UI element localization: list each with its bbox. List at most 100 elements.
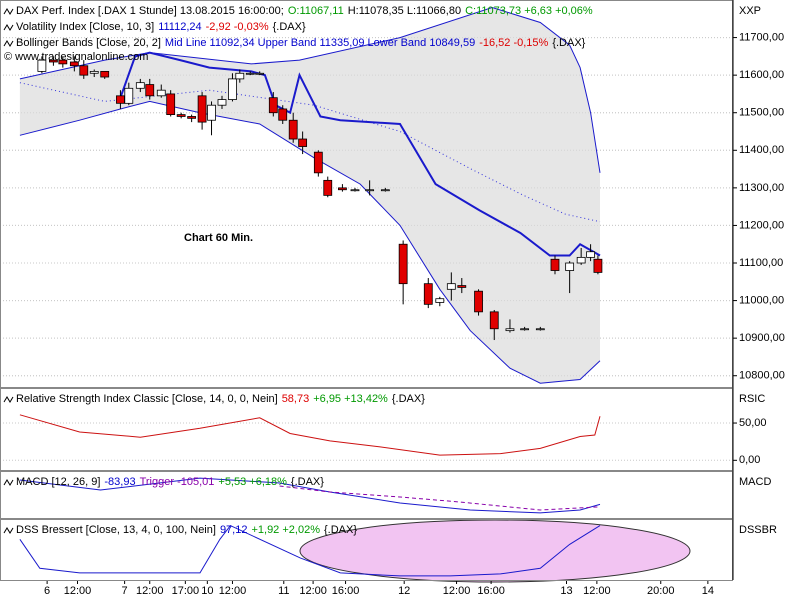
x-tick-label: 16:00 <box>477 585 505 597</box>
panel-header: DSS Bressert [Close, 13, 4, 0, 100, Nein… <box>16 524 357 536</box>
y-tick-label: 11300,00 <box>739 182 784 194</box>
header-part: -83,93 <box>104 476 135 488</box>
indicator-line <box>279 485 601 511</box>
candle-body <box>89 70 99 74</box>
candle-body <box>217 99 227 106</box>
header-icon <box>3 479 14 486</box>
header-icon <box>3 527 14 534</box>
candle-body <box>58 59 68 65</box>
candle-body <box>380 189 390 192</box>
y-tick-label: 11000,00 <box>739 294 784 306</box>
candle-body <box>156 89 166 97</box>
header-part: -16,52 -0,15% <box>479 37 548 49</box>
x-tick-label: 12 <box>398 585 410 597</box>
candle-body <box>457 285 467 288</box>
x-tick-label: 12:00 <box>219 585 247 597</box>
candle-body <box>49 59 58 63</box>
candle-body <box>586 251 595 258</box>
header-part: Trigger -105,01 <box>140 476 215 488</box>
header-part: Bollinger Bands [Close, 20, 2] <box>16 37 161 49</box>
x-tick-label: 10 <box>201 585 213 597</box>
header-icon <box>3 8 14 15</box>
candle-body <box>435 298 445 303</box>
header-part: 97,12 <box>220 524 248 536</box>
y-tick-label: 11200,00 <box>739 219 784 231</box>
candle-body <box>69 61 79 67</box>
candle-body <box>135 82 145 89</box>
header-part: 58,73 <box>282 393 310 405</box>
candle-body <box>197 95 207 123</box>
candle-body <box>576 256 586 264</box>
candle-body <box>565 262 575 271</box>
candle-body <box>207 104 216 121</box>
panel-header: DAX Perf. Index [.DAX 1 Stunde] 13.08.20… <box>16 5 593 17</box>
candle-body <box>593 258 603 273</box>
header-icon <box>3 396 14 403</box>
header-part: O:11067,11 <box>288 5 344 17</box>
x-tick-label: 7 <box>122 585 128 597</box>
x-tick-label: 6 <box>44 585 50 597</box>
candle-body <box>100 70 110 78</box>
header-part: +5,53 +6,18% <box>218 476 287 488</box>
y-tick-label: 11600,00 <box>739 69 784 81</box>
header-part: H:11078,35 L:11066,80 <box>348 5 461 17</box>
axis-code: DSSBR <box>739 524 777 536</box>
x-tick-label: 17:00 <box>172 585 200 597</box>
candle-body <box>520 328 530 331</box>
header-part: Volatility Index [Close, 10, 3] <box>16 21 154 33</box>
indicator-line <box>19 524 601 577</box>
header-icon <box>3 24 14 31</box>
candle-body <box>505 328 515 332</box>
candle-body <box>288 119 298 140</box>
y-tick-label: 11700,00 <box>739 31 784 43</box>
highlight-ellipse <box>299 519 691 583</box>
header-part: {.DAX} <box>273 21 306 33</box>
header-part: -2,92 -0,03% <box>206 21 269 33</box>
candle-body <box>37 59 47 72</box>
candle-body <box>235 72 245 80</box>
candle-body <box>116 95 125 104</box>
candle-body <box>298 138 308 147</box>
panel-header: Volatility Index [Close, 10, 3] 11112,24-… <box>16 21 306 33</box>
y-tick-label: 10800,00 <box>739 370 785 382</box>
axis-code: MACD <box>739 476 771 488</box>
header-part: Relative Strength Index Classic [Close, … <box>16 393 278 405</box>
candle-body <box>474 290 483 313</box>
candle-body <box>228 78 237 100</box>
header-icon <box>3 40 14 47</box>
indicator-line <box>19 414 601 456</box>
indicator-line <box>19 477 601 514</box>
indicator-line <box>119 51 601 257</box>
candle-body <box>535 328 545 331</box>
annotation: Chart 60 Min. <box>184 232 253 244</box>
header-part: DAX Perf. Index [.DAX 1 Stunde] 13.08.20… <box>16 5 284 17</box>
x-tick-label: 12:00 <box>64 585 92 597</box>
header-part: MACD [12, 26, 9] <box>16 476 100 488</box>
candle-body <box>489 311 499 330</box>
header-part: DSS Bressert [Close, 13, 4, 0, 100, Nein… <box>16 524 216 536</box>
axis-code: XXP <box>739 5 761 17</box>
header-part: {.DAX} <box>291 476 324 488</box>
panel-header: Bollinger Bands [Close, 20, 2] Mid Line 1… <box>16 37 586 49</box>
candle-body <box>446 283 456 290</box>
x-tick-label: 14 <box>702 585 714 597</box>
y-tick-label: 11400,00 <box>739 144 784 156</box>
header-part: Mid Line 11092,34 Upper Band 11335,09 Lo… <box>165 37 475 49</box>
lower-band <box>19 100 601 384</box>
candle-body <box>176 114 186 117</box>
candle-body <box>550 258 560 271</box>
x-tick-label: 12:00 <box>299 585 327 597</box>
candle-body <box>338 187 347 191</box>
candle-body <box>313 151 323 174</box>
panel-header: Relative Strength Index Classic [Close, … <box>16 393 425 405</box>
header-part: 11112,24 <box>158 21 201 33</box>
x-tick-label: 20:00 <box>647 585 675 597</box>
panel-header: MACD [12, 26, 9] -83,93 Trigger -105,01 +5,… <box>16 476 324 488</box>
header-part: {.DAX} <box>392 393 425 405</box>
header-part: {.DAX} <box>552 37 585 49</box>
x-tick-label: 13 <box>560 585 572 597</box>
candle-body <box>365 189 375 192</box>
candle-body <box>79 65 89 76</box>
candle-body <box>268 97 278 114</box>
header-part: C:11073,73 +6,63 +0,06% <box>465 5 593 17</box>
